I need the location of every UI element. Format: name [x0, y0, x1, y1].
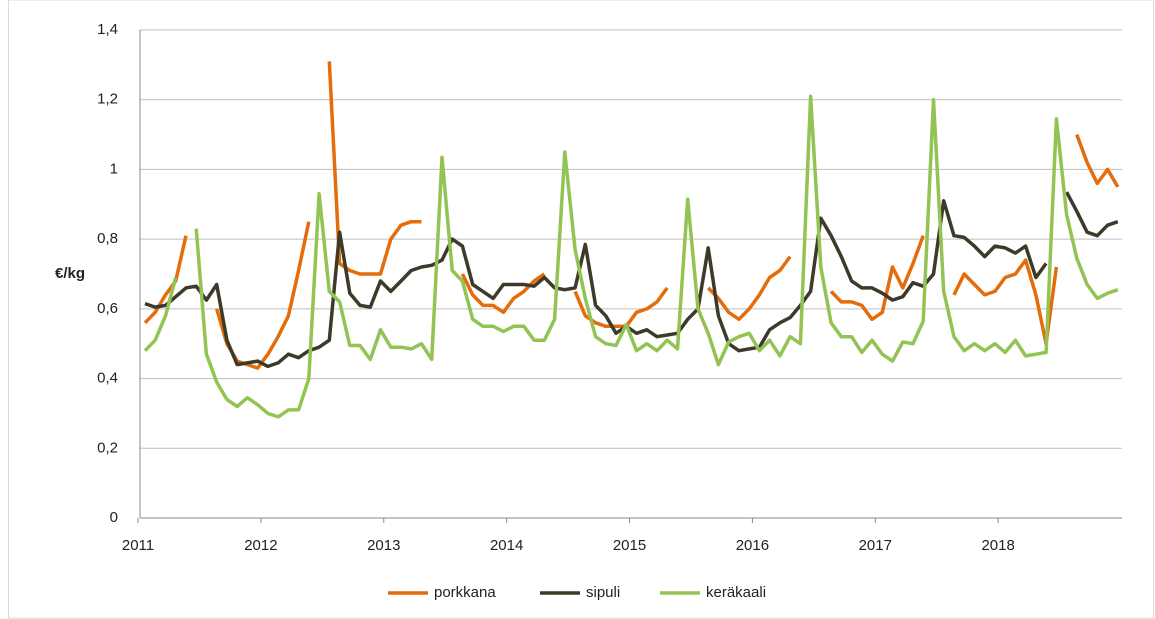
x-tick-label: 2013	[367, 537, 400, 554]
x-tick-label: 2012	[244, 537, 277, 554]
y-tick-label: 0	[110, 509, 118, 526]
legend-label: keräkaali	[706, 584, 766, 601]
series-line	[143, 61, 1120, 370]
x-tick-label: 2018	[981, 537, 1014, 554]
y-tick-label: 1,4	[97, 21, 118, 38]
y-axis-label: €/kg	[55, 265, 85, 282]
y-tick-label: 0,4	[97, 370, 118, 387]
y-tick-label: 0,2	[97, 439, 118, 456]
frame	[8, 0, 1154, 619]
y-tick-label: 0,6	[97, 300, 118, 317]
x-tick-label: 2014	[490, 537, 523, 554]
y-tick-label: 1,2	[97, 91, 118, 108]
x-tick-label: 2017	[859, 537, 892, 554]
series-line	[143, 94, 1119, 419]
legend-label: sipuli	[586, 584, 620, 601]
x-tick-label: 2015	[613, 537, 646, 554]
series-line	[144, 191, 1119, 369]
y-tick-label: 0,8	[97, 230, 118, 247]
x-tick-label: 2011	[122, 537, 154, 554]
x-tick-label: 2016	[736, 537, 769, 554]
legend-label: porkkana	[434, 584, 496, 601]
y-tick-label: 1	[110, 160, 118, 177]
